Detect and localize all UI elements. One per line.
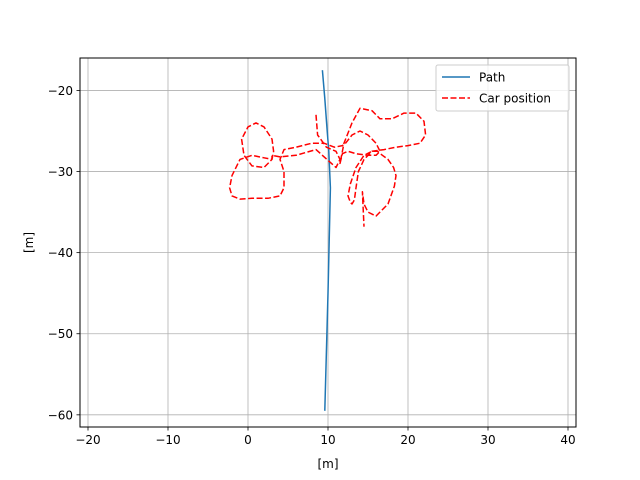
x-tick-label-1: −10 — [155, 433, 180, 447]
x-tick-label-4: 20 — [400, 433, 415, 447]
y-tick-label-0: −20 — [48, 84, 73, 98]
x-tick-label-0: −20 — [75, 433, 100, 447]
x-tick-label-5: 30 — [480, 433, 495, 447]
y-tick-label-4: −60 — [48, 408, 73, 422]
series-layer — [228, 70, 427, 411]
x-axis-label: [m] — [317, 457, 338, 471]
series-line-car-position — [228, 107, 427, 227]
legend-label-path: Path — [479, 71, 505, 85]
y-tick-label-3: −50 — [48, 327, 73, 341]
x-tick-label-2: 0 — [244, 433, 252, 447]
ticks: −20 −10 0 10 20 30 40 −20 −30 −40 −50 −60 — [48, 84, 576, 447]
y-tick-label-1: −30 — [48, 165, 73, 179]
legend: Path Car position — [435, 64, 570, 112]
y-tick-label-2: −40 — [48, 246, 73, 260]
series-line-path — [321, 70, 332, 411]
x-tick-label-6: 40 — [560, 433, 575, 447]
x-tick-label-3: 10 — [320, 433, 335, 447]
y-axis-label: [m] — [22, 232, 36, 253]
legend-label-car-position: Car position — [479, 92, 551, 106]
